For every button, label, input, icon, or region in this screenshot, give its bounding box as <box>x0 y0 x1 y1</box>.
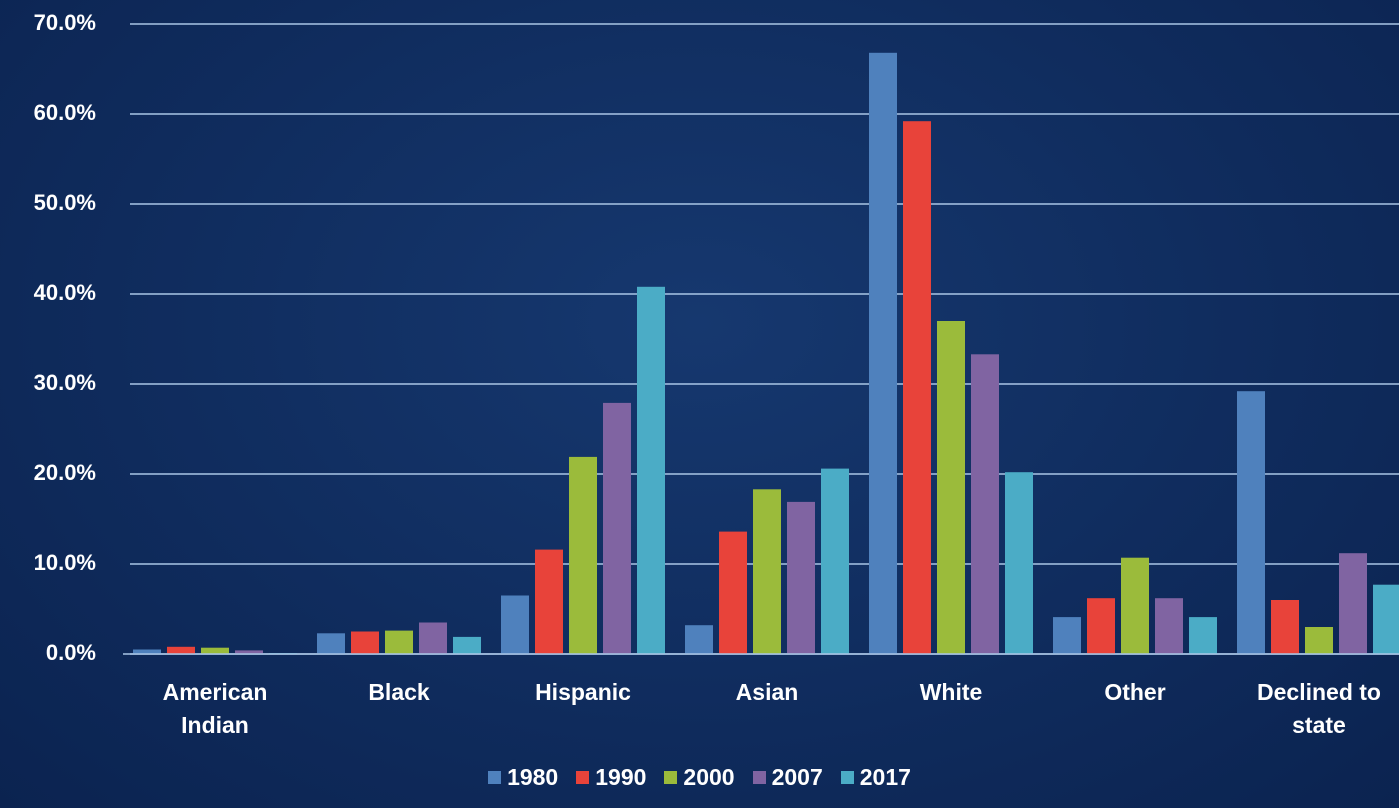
x-tick-label: Other <box>1104 679 1166 705</box>
bar <box>1305 627 1333 654</box>
bar <box>719 531 747 654</box>
bar <box>637 286 665 654</box>
bar <box>903 121 931 654</box>
y-tick-label: 0.0% <box>46 640 96 665</box>
legend-item: 1990 <box>576 764 646 791</box>
legend-label: 2017 <box>859 764 911 790</box>
bar <box>419 622 447 654</box>
bar <box>317 633 345 654</box>
legend-swatch <box>752 771 766 784</box>
bar <box>1339 553 1367 654</box>
bar <box>1053 617 1081 654</box>
bar <box>753 489 781 654</box>
bar <box>385 630 413 654</box>
bar <box>1155 598 1183 654</box>
bar <box>821 468 849 654</box>
legend-label: 1990 <box>595 764 647 790</box>
bar <box>1189 617 1217 654</box>
bar <box>1087 598 1115 654</box>
bar <box>133 649 161 654</box>
legend-swatch <box>576 771 590 784</box>
y-tick-label: 20.0% <box>34 460 96 485</box>
bar <box>787 501 815 654</box>
x-tick-label: Asian <box>735 679 799 705</box>
legend-item: 2017 <box>840 764 911 791</box>
bar <box>569 456 597 654</box>
legend-label: 1980 <box>507 764 559 790</box>
y-tick-label: 40.0% <box>34 280 96 305</box>
bar <box>201 647 229 654</box>
bar <box>1373 584 1399 654</box>
legend: 1980 1990 2000 2007 2017 <box>0 764 1399 791</box>
y-tick-label: 50.0% <box>34 190 96 215</box>
legend-item: 1980 <box>488 764 558 791</box>
bar <box>1121 557 1149 654</box>
bar <box>603 402 631 654</box>
bar <box>1005 472 1033 654</box>
bar <box>869 52 897 655</box>
bar <box>351 631 379 654</box>
bar <box>453 636 481 654</box>
x-tick-label: American Indian <box>162 679 268 738</box>
legend-item: 2007 <box>752 764 823 791</box>
legend-swatch <box>840 771 854 784</box>
y-tick-label: 60.0% <box>34 100 96 125</box>
bar <box>167 646 195 654</box>
y-tick-label: 10.0% <box>34 550 96 575</box>
legend-label: 2007 <box>771 764 823 790</box>
bar <box>235 650 263 654</box>
bar <box>1237 391 1265 654</box>
bar <box>1271 600 1299 654</box>
bar <box>971 354 999 654</box>
x-tick-label: White <box>919 679 983 705</box>
y-tick-label: 30.0% <box>34 370 96 395</box>
x-tick-label: Declined to state <box>1257 679 1381 738</box>
legend-item: 2000 <box>664 764 735 791</box>
x-tick-label: Black <box>368 679 430 705</box>
y-tick-label: 70.0% <box>34 10 96 35</box>
bar <box>501 595 529 654</box>
x-tick-label: Hispanic <box>535 679 631 705</box>
bar <box>937 321 965 654</box>
bar <box>685 625 713 654</box>
legend-swatch <box>488 771 502 784</box>
bar <box>535 549 563 654</box>
legend-swatch <box>664 771 678 784</box>
legend-label: 2000 <box>683 764 735 790</box>
